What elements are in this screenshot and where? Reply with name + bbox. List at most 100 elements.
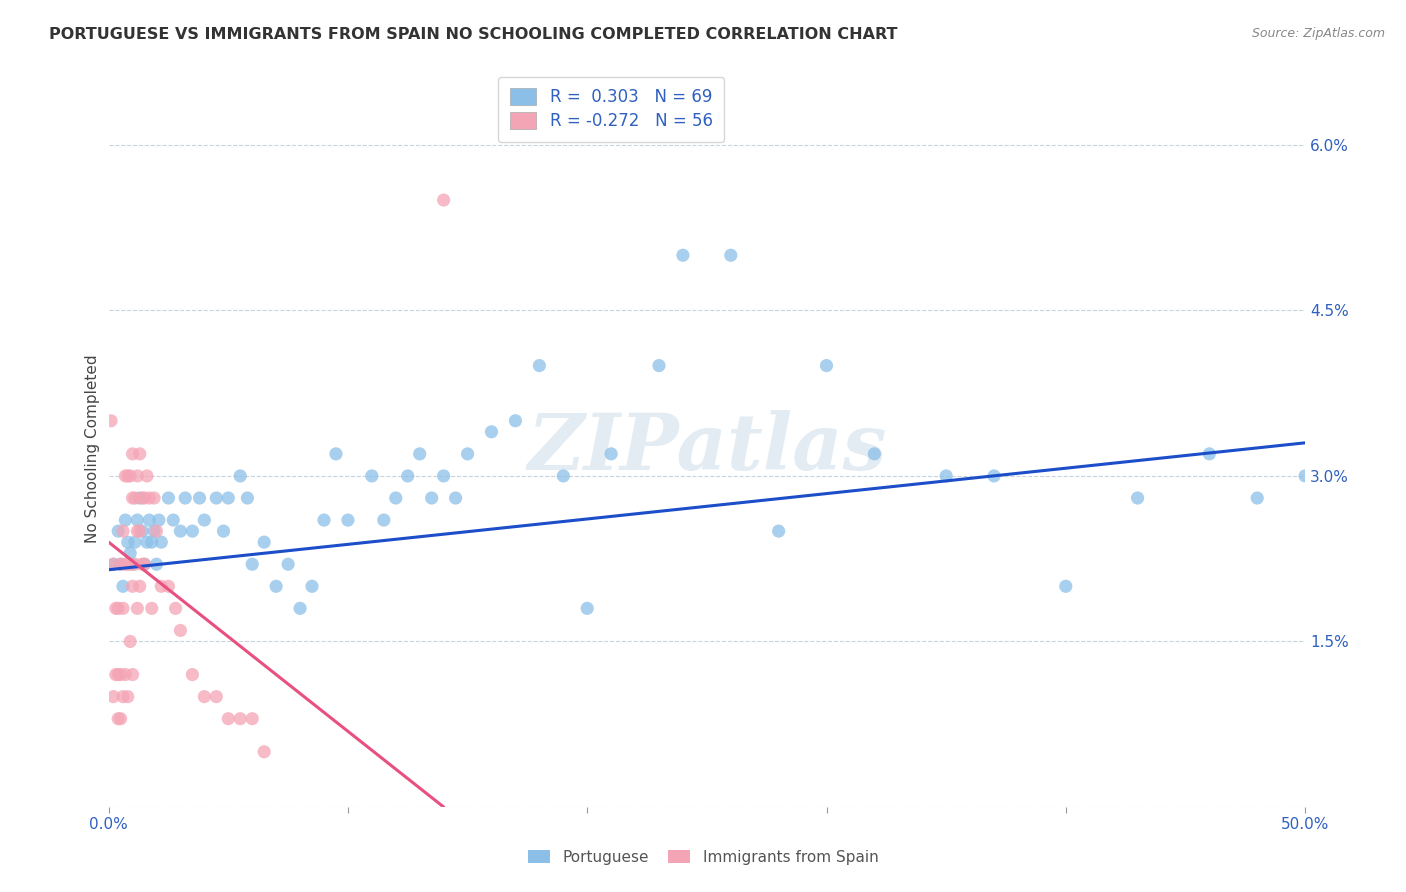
- Point: [205, 690, 228, 704]
- Point: [107, 667, 129, 681]
- Point: [114, 667, 136, 681]
- Point: [212, 524, 235, 538]
- Point: [205, 491, 228, 505]
- Point: [433, 193, 456, 207]
- Point: [120, 546, 142, 560]
- Point: [120, 469, 142, 483]
- Point: [120, 558, 142, 572]
- Point: [114, 469, 136, 483]
- Point: [148, 513, 170, 527]
- Point: [600, 447, 623, 461]
- Point: [505, 414, 527, 428]
- Point: [121, 667, 143, 681]
- Point: [127, 513, 149, 527]
- Point: [181, 667, 204, 681]
- Point: [1246, 491, 1268, 505]
- Point: [288, 601, 311, 615]
- Point: [264, 579, 287, 593]
- Point: [1054, 579, 1077, 593]
- Y-axis label: No Schooling Completed: No Schooling Completed: [86, 354, 100, 542]
- Point: [104, 667, 127, 681]
- Text: PORTUGUESE VS IMMIGRANTS FROM SPAIN NO SCHOOLING COMPLETED CORRELATION CHART: PORTUGUESE VS IMMIGRANTS FROM SPAIN NO S…: [49, 27, 897, 42]
- Point: [110, 667, 132, 681]
- Point: [124, 558, 146, 572]
- Point: [111, 579, 134, 593]
- Point: [121, 579, 143, 593]
- Point: [131, 524, 153, 538]
- Point: [111, 601, 134, 615]
- Point: [253, 535, 276, 549]
- Point: [141, 535, 163, 549]
- Point: [325, 447, 347, 461]
- Point: [124, 491, 146, 505]
- Point: [135, 535, 157, 549]
- Point: [373, 513, 395, 527]
- Point: [100, 414, 122, 428]
- Point: [815, 359, 838, 373]
- Point: [110, 712, 132, 726]
- Point: [217, 712, 239, 726]
- Point: [648, 359, 671, 373]
- Point: [277, 558, 299, 572]
- Point: [107, 524, 129, 538]
- Point: [162, 513, 184, 527]
- Point: [165, 601, 187, 615]
- Point: [121, 491, 143, 505]
- Point: [110, 558, 132, 572]
- Point: [481, 425, 503, 439]
- Point: [193, 513, 215, 527]
- Point: [117, 535, 139, 549]
- Point: [128, 524, 150, 538]
- Point: [768, 524, 790, 538]
- Point: [128, 491, 150, 505]
- Point: [103, 558, 125, 572]
- Legend: R =  0.303   N = 69, R = -0.272   N = 56: R = 0.303 N = 69, R = -0.272 N = 56: [498, 77, 724, 142]
- Point: [672, 248, 695, 262]
- Point: [1126, 491, 1149, 505]
- Point: [217, 491, 239, 505]
- Point: [128, 447, 150, 461]
- Point: [134, 558, 156, 572]
- Point: [193, 690, 215, 704]
- Point: [553, 469, 575, 483]
- Point: [384, 491, 406, 505]
- Point: [121, 558, 143, 572]
- Point: [107, 712, 129, 726]
- Point: [360, 469, 382, 483]
- Point: [128, 579, 150, 593]
- Point: [143, 491, 166, 505]
- Text: ZIPatlas: ZIPatlas: [527, 410, 887, 487]
- Point: [863, 447, 886, 461]
- Legend: Portuguese, Immigrants from Spain: Portuguese, Immigrants from Spain: [522, 844, 884, 871]
- Point: [240, 558, 263, 572]
- Point: [117, 469, 139, 483]
- Point: [312, 513, 335, 527]
- Point: [576, 601, 599, 615]
- Point: [131, 558, 153, 572]
- Point: [420, 491, 443, 505]
- Point: [529, 359, 551, 373]
- Point: [131, 491, 153, 505]
- Point: [143, 524, 166, 538]
- Point: [141, 601, 163, 615]
- Point: [720, 248, 742, 262]
- Point: [114, 558, 136, 572]
- Point: [983, 469, 1005, 483]
- Point: [110, 558, 132, 572]
- Point: [117, 558, 139, 572]
- Point: [138, 491, 160, 505]
- Point: [150, 579, 173, 593]
- Point: [145, 558, 167, 572]
- Text: Source: ZipAtlas.com: Source: ZipAtlas.com: [1251, 27, 1385, 40]
- Point: [229, 712, 252, 726]
- Point: [240, 712, 263, 726]
- Point: [174, 491, 197, 505]
- Point: [229, 469, 252, 483]
- Point: [103, 558, 125, 572]
- Point: [145, 524, 167, 538]
- Point: [150, 535, 173, 549]
- Point: [114, 513, 136, 527]
- Point: [253, 745, 276, 759]
- Point: [409, 447, 432, 461]
- Point: [1294, 469, 1316, 483]
